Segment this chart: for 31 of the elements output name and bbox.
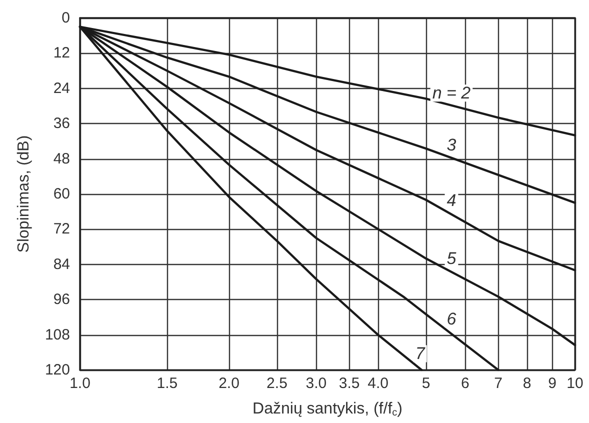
- y-tick-label: 48: [53, 150, 70, 168]
- x-tick-label: 2.0: [218, 375, 240, 392]
- y-tick-label: 108: [44, 326, 70, 344]
- series-label: 6: [446, 310, 457, 329]
- series-label: 7: [415, 344, 426, 364]
- x-tick-label: 5: [422, 375, 430, 392]
- x-tick-label: 10: [566, 375, 584, 392]
- x-tick-label: 3.5: [338, 375, 360, 392]
- series-label: 4: [446, 191, 456, 210]
- y-tick-label: 96: [53, 291, 70, 308]
- x-tick-label: 7: [494, 375, 502, 392]
- y-tick-label: 120: [44, 362, 70, 378]
- x-tick-label: 8: [522, 375, 532, 392]
- y-tick-label: 60: [53, 186, 70, 202]
- series-label: 3: [446, 136, 457, 155]
- x-tick-label: 3.0: [306, 375, 327, 392]
- y-axis-title: Slopinimas, (dB): [16, 135, 32, 253]
- x-tick-label: 1.5: [156, 375, 178, 392]
- x-tick-label: 4.0: [368, 375, 388, 392]
- y-tick-label: 84: [53, 256, 70, 273]
- x-tick-label: 6: [461, 375, 470, 392]
- y-tick-label: 36: [53, 115, 70, 132]
- x-tick-label: 1.0: [70, 375, 90, 392]
- x-tick-label: 9: [548, 375, 557, 392]
- y-tick-label: 24: [53, 80, 70, 97]
- series-label: n = 2: [432, 84, 472, 103]
- series-label: 5: [446, 248, 457, 268]
- y-tick-label: 72: [53, 220, 70, 238]
- x-tick-label: 2.5: [266, 375, 288, 392]
- y-tick-label: 12: [53, 44, 70, 62]
- y-tick-label: 0: [62, 10, 70, 26]
